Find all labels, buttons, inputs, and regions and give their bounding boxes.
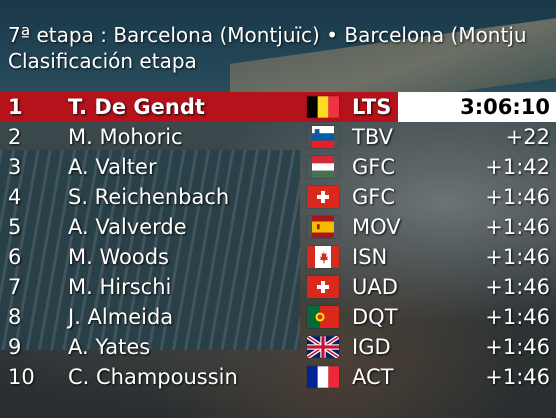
uk-flag-icon [307, 336, 339, 358]
team-code: ACT [352, 365, 394, 389]
table-row: 9 A. Yates IGD +1:46 [0, 332, 556, 362]
team-code: IGD [352, 335, 391, 359]
team-code: UAD [352, 275, 398, 299]
rider-name: J. Almeida [68, 305, 174, 329]
france-flag-icon [307, 366, 339, 388]
rider-name: T. De Gendt [68, 95, 205, 119]
team-code: DQT [352, 305, 398, 329]
rider-position: 5 [8, 215, 22, 239]
table-row: 6 M. Woods ISN +1:46 [0, 242, 556, 272]
stage-title: 7ª etapa : Barcelona (Montjuïc) • Barcel… [8, 23, 527, 47]
results-list: 1 T. De Gendt LTS 3:06:10 2 M. Mohoric T… [0, 92, 556, 392]
slovenia-flag-icon [307, 126, 339, 148]
rider-name: C. Champoussin [68, 365, 238, 389]
classification-title: Clasificación etapa [8, 49, 197, 73]
table-row: 3 A. Valter GFC +1:42 [0, 152, 556, 182]
rider-time: +1:46 [485, 245, 550, 269]
rider-name: M. Hirschi [68, 275, 172, 299]
table-row: 4 S. Reichenbach GFC +1:46 [0, 182, 556, 212]
rider-name: S. Reichenbach [68, 185, 230, 209]
canada-flag-icon [307, 246, 339, 268]
rider-name: A. Yates [68, 335, 151, 359]
hungary-flag-icon [307, 156, 339, 178]
rider-position: 10 [8, 365, 35, 389]
rider-time: +1:46 [485, 275, 550, 299]
rider-time: +1:46 [485, 305, 550, 329]
rider-name: M. Mohoric [68, 125, 183, 149]
table-row: 7 M. Hirschi UAD +1:46 [0, 272, 556, 302]
rider-position: 1 [8, 95, 23, 119]
rider-position: 2 [8, 125, 22, 149]
switzerland-flag-icon [307, 276, 339, 298]
table-row: 5 A. Valverde MOV +1:46 [0, 212, 556, 242]
team-code: MOV [352, 215, 401, 239]
rider-time: +1:46 [485, 185, 550, 209]
rider-name: M. Woods [68, 245, 169, 269]
rider-time: +1:46 [485, 365, 550, 389]
team-code: GFC [352, 155, 396, 179]
rider-position: 9 [8, 335, 22, 359]
rider-name: A. Valverde [68, 215, 187, 239]
team-code: TBV [352, 125, 393, 149]
rider-position: 4 [8, 185, 22, 209]
table-row-leader: 1 T. De Gendt LTS 3:06:10 [0, 92, 556, 122]
team-code: GFC [352, 185, 396, 209]
table-row: 2 M. Mohoric TBV +22 [0, 122, 556, 152]
leader-time-box [398, 92, 556, 122]
spain-flag-icon [307, 216, 339, 238]
rider-time: +1:46 [485, 335, 550, 359]
rider-position: 3 [8, 155, 22, 179]
rider-time: +22 [505, 125, 550, 149]
rider-name: A. Valter [68, 155, 157, 179]
rider-time: +1:46 [485, 215, 550, 239]
rider-time: +1:42 [485, 155, 550, 179]
table-row: 8 J. Almeida DQT +1:46 [0, 302, 556, 332]
rider-position: 6 [8, 245, 22, 269]
team-code: LTS [352, 95, 392, 119]
stage-header: 7ª etapa : Barcelona (Montjuïc) • Barcel… [8, 22, 556, 74]
marina-area [0, 150, 300, 350]
rider-position: 8 [8, 305, 22, 329]
belgium-flag-icon [307, 96, 339, 118]
table-row: 10 C. Champoussin ACT +1:46 [0, 362, 556, 392]
portugal-flag-icon [307, 306, 339, 328]
switzerland-flag-icon [307, 186, 339, 208]
team-code: ISN [352, 245, 388, 269]
rider-time: 3:06:10 [460, 95, 550, 119]
rider-position: 7 [8, 275, 22, 299]
